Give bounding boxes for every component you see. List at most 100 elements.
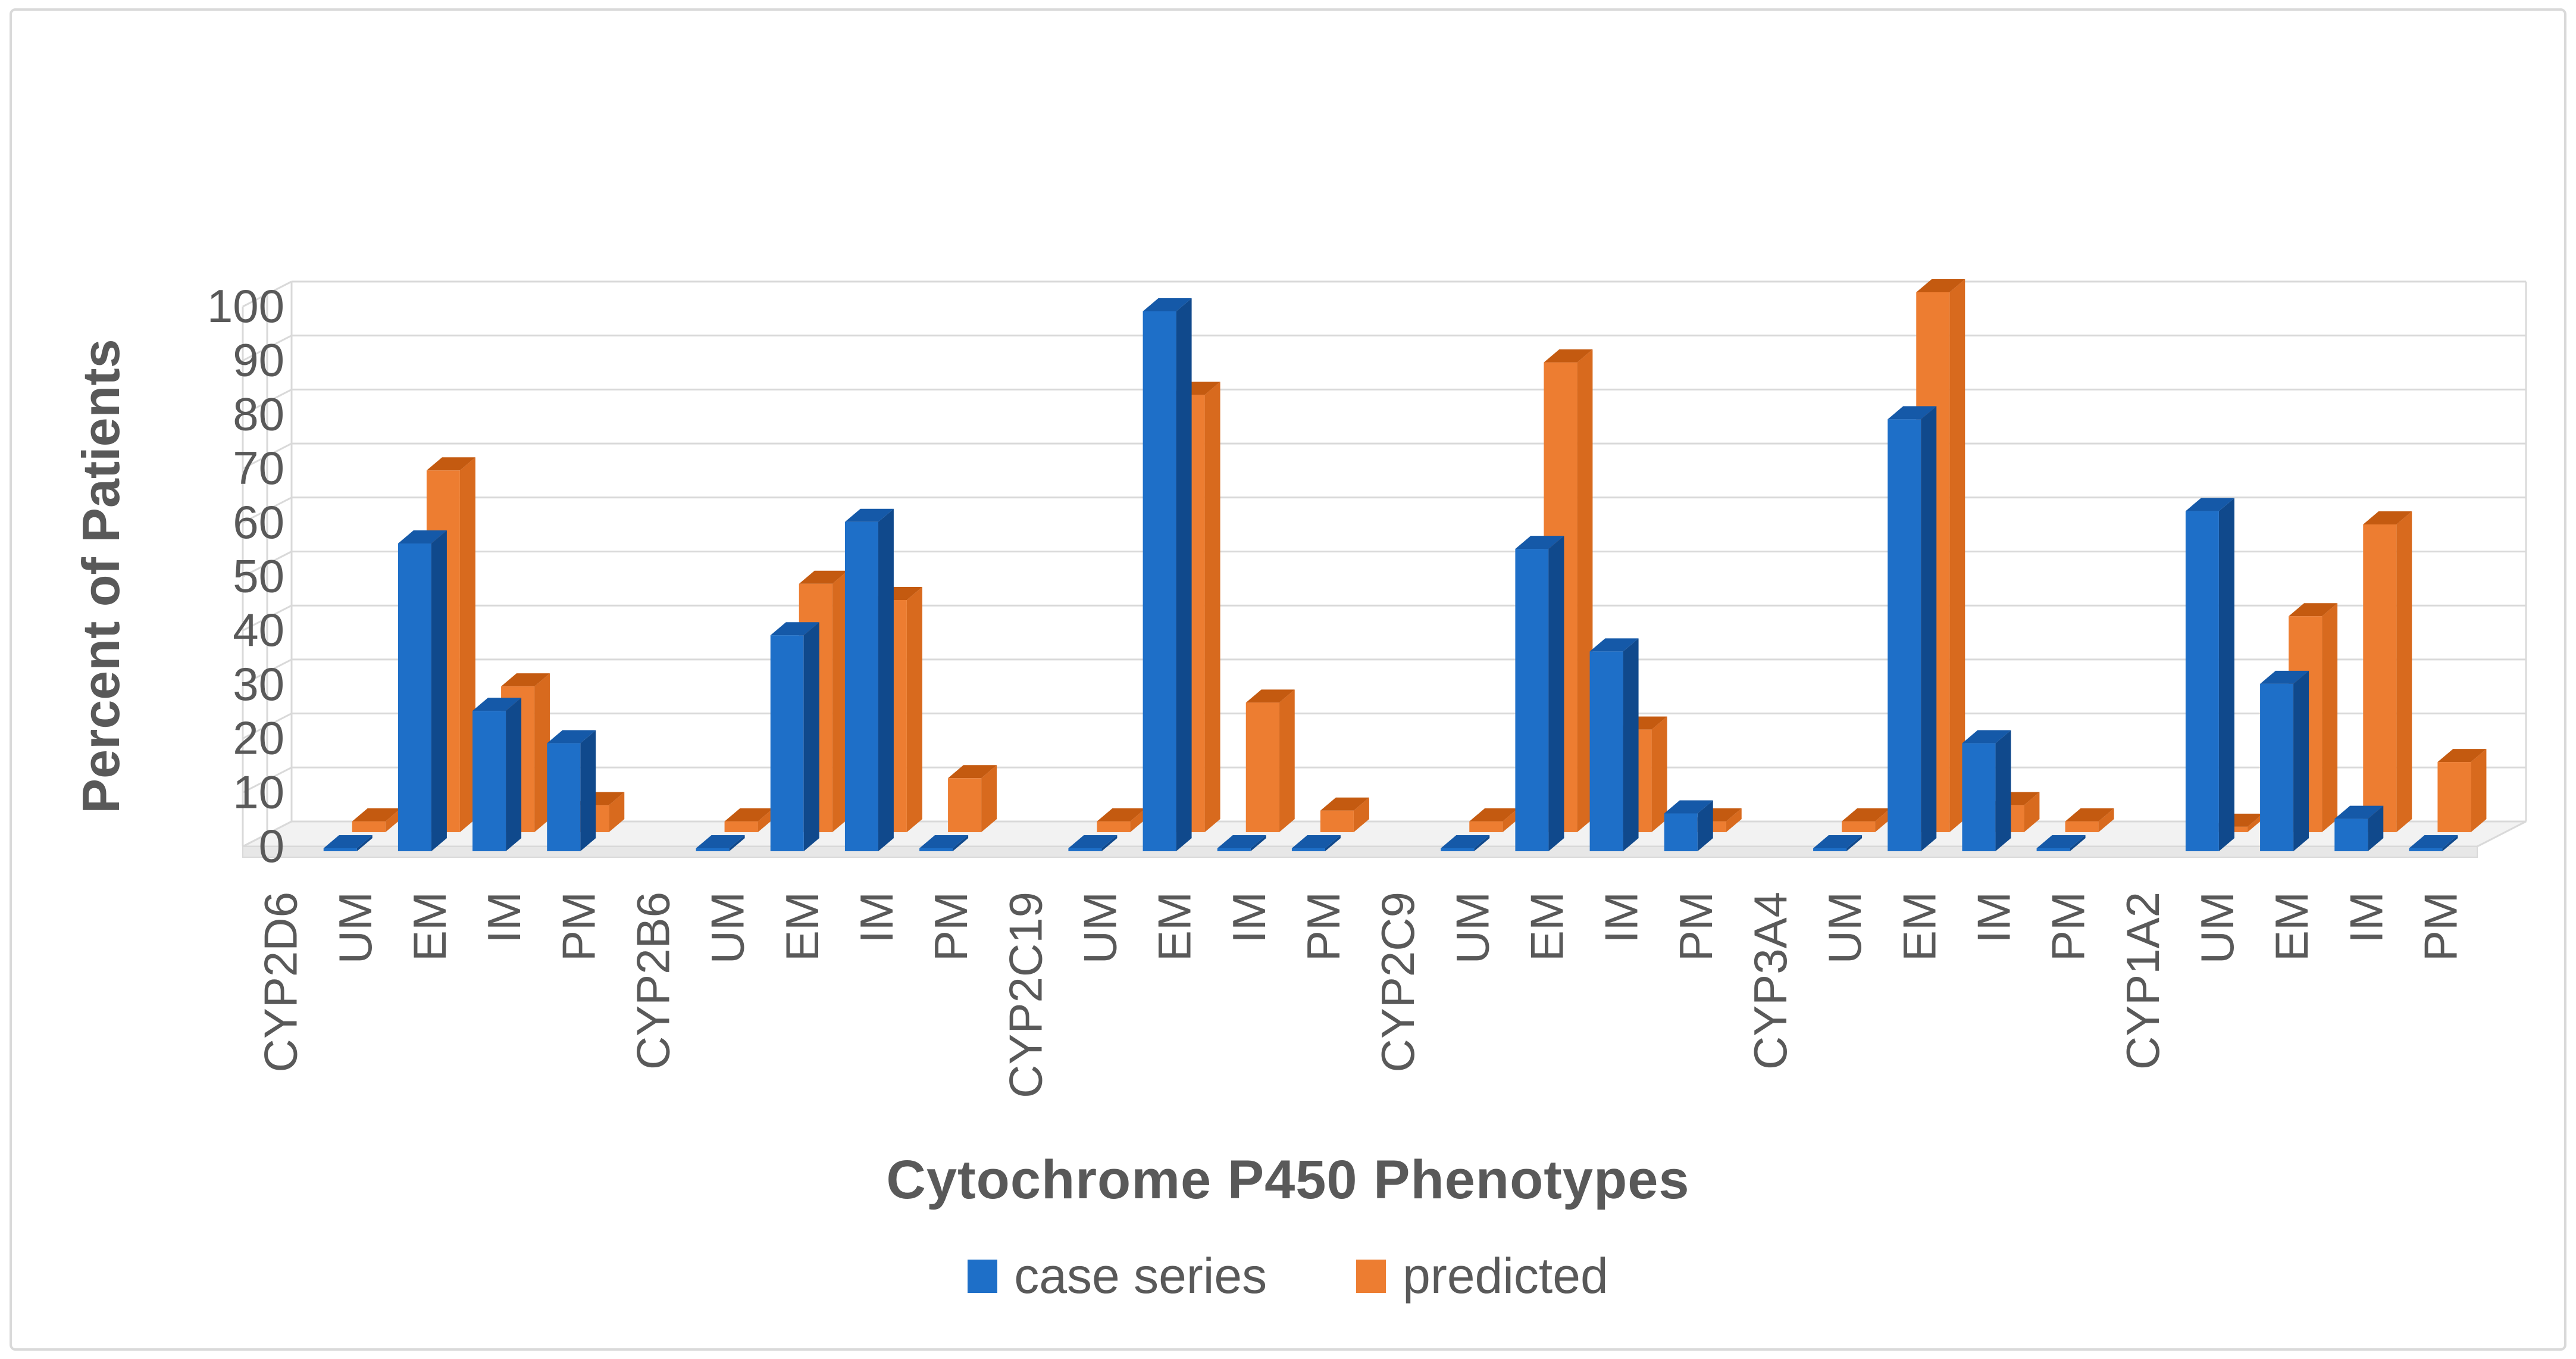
legend-label: case series [1014,1248,1267,1304]
y-tick-label: 0 [259,820,284,872]
x-tick-label-phenotype: IM [1595,892,1648,944]
bar-case-series-CYP3A4-UM-side [1846,835,1863,851]
bar-case-series-CYP2D6-EM-side [431,530,447,851]
bar-case-series-CYP3A4-PM-front [2036,848,2070,851]
bar-predicted-CYP2B6-EM-top [799,570,848,584]
bar-predicted-CYP3A4-UM-top [1842,808,1891,821]
bar-case-series-CYP2C9-IM-top [1589,638,1639,652]
bar-case-series-CYP1A2-UM-front [2185,511,2219,851]
bar-case-series-CYP2B6-IM-top [844,508,894,522]
x-tick-label-phenotype: PM [2042,892,2095,961]
bar-case-series-CYP2B6-IM-side [878,508,894,851]
x-tick-label-gene: CYP2C9 [1372,892,1424,1072]
bar-case-series-CYP2C19-UM-top [1068,835,1118,848]
bar-case-series-CYP2C19-EM-front [1143,311,1176,851]
bar-case-series-CYP2D6-IM-side [506,698,522,851]
bar-case-series-CYP2C9-UM-side [1474,835,1490,851]
bar-predicted-CYP2B6-EM-side [832,570,848,832]
legend-item-case-series: case series [968,1247,1267,1305]
x-tick-label-gene: CYP2C19 [999,892,1051,1098]
bar-predicted-CYP2D6-UM-top [352,808,401,821]
bar-case-series-CYP2D6-EM-top [397,530,447,544]
bar-case-series-CYP2B6-IM-front [844,521,878,851]
bar-predicted-CYP1A2-IM-front [2363,524,2397,832]
bar-case-series-CYP1A2-IM-front [2334,818,2368,851]
bar-predicted-CYP2C9-UM-side [1503,808,1519,832]
bar-predicted-CYP1A2-PM-front [2437,762,2471,832]
bar-predicted-CYP2D6-IM-side [534,673,550,832]
y-tick-label: 40 [233,604,284,656]
y-tick-label: 90 [233,334,284,386]
predicted-swatch-icon [1356,1259,1386,1293]
bar-predicted-CYP2C19-EM-side [1204,382,1220,832]
bar-case-series-CYP1A2-UM-side [2218,498,2234,851]
bar-case-series-CYP2B6-EM-top [770,622,819,636]
x-axis-title: Cytochrome P450 Phenotypes [886,1149,1690,1210]
legend: case series predicted [0,1247,2576,1305]
bar-case-series-CYP2B6-UM-top [696,835,745,848]
bar-case-series-CYP2B6-PM-side [953,835,969,851]
x-tick-label-phenotype: PM [1670,892,1722,961]
bar-case-series-CYP2C9-PM-front [1664,813,1698,851]
bar-case-series-CYP2C19-IM-top [1217,835,1266,848]
x-tick-label-phenotype: UM [1446,892,1498,964]
bar-case-series-CYP2C19-EM-side [1176,298,1192,851]
bar-case-series-CYP2D6-EM-front [397,543,431,851]
bar-predicted-CYP1A2-UM-side [2247,813,2263,832]
bar-predicted-CYP3A4-UM-front [1842,821,1876,832]
bar-predicted-CYP2C19-IM-front [1245,702,1279,832]
bar-case-series-CYP3A4-UM-front [1813,848,1847,851]
bar-case-series-CYP2C19-EM-top [1143,298,1192,311]
bar-case-series-CYP3A4-UM-top [1813,835,1863,848]
bar-predicted-CYP2D6-UM-side [385,808,401,832]
bar-case-series-CYP3A4-IM-front [1962,743,1996,851]
bar-predicted-CYP3A4-PM-top [2065,808,2114,821]
bar-case-series-CYP2D6-PM-top [547,730,596,743]
x-tick-label-phenotype: EM [1893,892,1945,961]
bar-predicted-CYP2C19-PM-front [1320,810,1354,832]
x-tick-label-phenotype: EM [776,892,828,961]
bar-predicted-CYP2C19-IM-side [1279,689,1295,832]
bar-predicted-CYP2C9-PM-side [1726,808,1742,832]
y-axis-title: Percent of Patients [71,339,130,814]
legend-label: predicted [1403,1248,1608,1304]
bar-predicted-CYP2C19-UM-top [1097,808,1146,821]
bar-predicted-CYP2B6-IM-side [906,586,922,832]
y-tick-label: 70 [233,442,284,494]
bar-predicted-CYP2D6-EM-top [426,457,475,471]
x-tick-label-phenotype: IM [2340,892,2392,944]
bar-predicted-CYP3A4-PM-front [2065,821,2099,832]
bar-predicted-CYP2C9-EM-side [1577,349,1593,832]
bar-case-series-CYP2D6-IM-top [472,698,522,711]
y-tick-label: 60 [233,496,284,548]
bar-case-series-CYP1A2-EM-top [2260,670,2309,684]
bar-case-series-CYP2C19-IM-side [1250,835,1266,851]
bar-case-series-CYP2C19-UM-side [1101,835,1118,851]
bar-predicted-CYP1A2-IM-top [2363,511,2412,525]
bar-case-series-CYP1A2-EM-side [2293,670,2309,851]
bar-predicted-CYP3A4-PM-side [2098,808,2114,832]
bar-predicted-CYP1A2-PM-top [2437,749,2487,763]
bar-case-series-CYP3A4-IM-side [1995,730,2011,851]
bar-case-series-CYP2C9-PM-top [1664,800,1713,814]
bar-case-series-CYP2B6-UM-side [729,835,745,851]
bar-case-series-CYP2D6-UM-side [356,835,373,851]
bar-predicted-CYP1A2-IM-side [2396,511,2412,832]
x-tick-label-phenotype: EM [1520,892,1573,961]
bar-case-series-CYP1A2-EM-front [2260,683,2294,851]
x-tick-label-phenotype: UM [329,892,381,964]
x-tick-label-phenotype: UM [2191,892,2243,964]
x-tick-label-gene: CYP1A2 [2117,892,2169,1070]
bar-case-series-CYP2C9-EM-top [1515,536,1564,549]
bar-case-series-CYP2B6-EM-front [770,635,804,851]
bar-case-series-CYP2C9-UM-top [1441,835,1490,848]
y-tick-label: 20 [233,712,284,764]
bar-predicted-CYP2C9-EM-top [1544,349,1593,363]
bar-case-series-CYP3A4-EM-top [1888,406,1937,420]
bar-case-series-CYP3A4-IM-top [1962,730,2011,743]
x-tick-label-gene: CYP2D6 [255,892,307,1072]
bar-case-series-CYP2D6-PM-front [547,743,581,851]
bar-case-series-CYP2B6-UM-front [696,848,730,851]
bar-case-series-CYP2B6-EM-side [803,622,819,851]
